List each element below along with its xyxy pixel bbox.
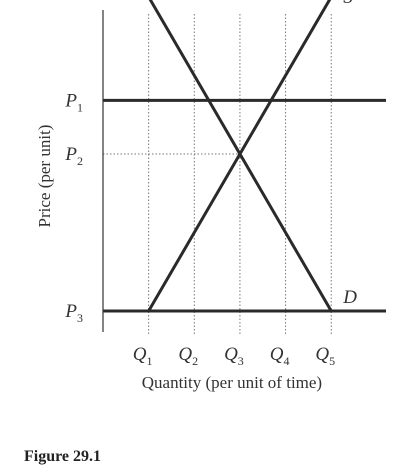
vertical-gridlines [148,14,332,334]
tick-q4: Q4 [270,344,290,368]
tick-q5: Q5 [315,344,335,368]
price-lines [103,98,386,313]
tick-q3: Q3 [224,344,244,368]
tick-q1: Q1 [133,344,153,368]
curves [147,0,333,313]
tick-p3: P3 [64,301,83,325]
curve-d [148,0,333,313]
y-axis-label: Price (per unit) [35,125,54,228]
figure-caption: Figure 29.1 [24,448,102,465]
tick-labels: S D Q1 Q2 Q3 Q4 Q5 P1 P2 P3 [64,0,357,368]
x-axis-label: Quantity (per unit of time) [142,373,322,392]
tick-p2: P2 [64,144,83,168]
label-s: S [343,0,353,8]
tick-q2: Q2 [178,344,198,368]
tick-p1: P1 [64,90,83,114]
label-d: D [342,287,357,308]
